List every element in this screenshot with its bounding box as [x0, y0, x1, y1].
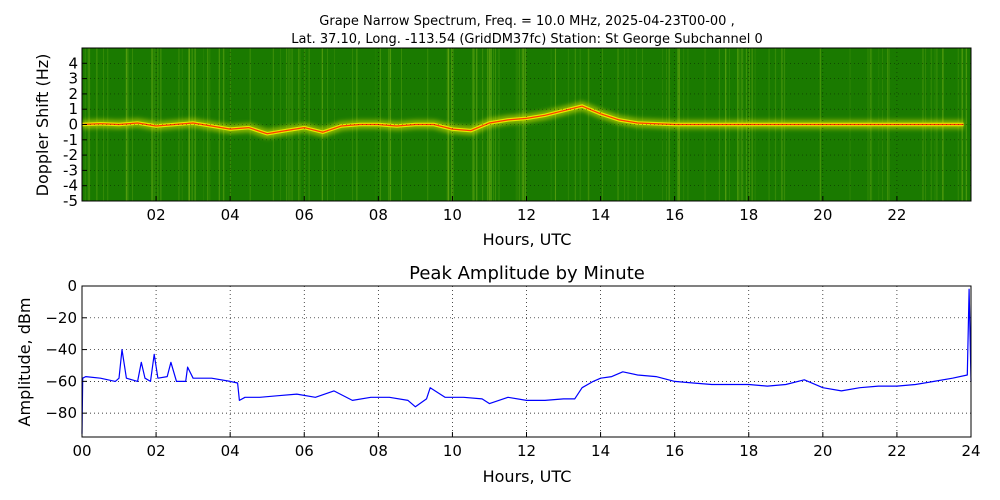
amplitude-y-tick-label: −80	[45, 404, 77, 422]
figure-title-line2: Lat. 37.10, Long. -113.54 (GridDM37fc) S…	[291, 32, 762, 47]
spectrogram-xlabel: Hours, UTC	[483, 230, 572, 249]
amplitude-x-tick-label: 24	[961, 442, 980, 460]
spectrogram-ylabel: Doppler Shift (Hz)	[33, 54, 52, 197]
amplitude-x-tick-label: 08	[369, 442, 388, 460]
amplitude-title: Peak Amplitude by Minute	[409, 263, 645, 284]
figure-title-line1: Grape Narrow Spectrum, Freq. = 10.0 MHz,…	[319, 14, 734, 29]
spectrogram-x-tick-label: 10	[443, 206, 462, 224]
spectrogram-x-tick-label: 06	[295, 206, 314, 224]
amplitude-ylabel: Amplitude, dBm	[15, 298, 34, 427]
spectrogram-y-tick-label: 2	[68, 85, 78, 103]
amplitude-chart: Peak Amplitude by Minute 00 02 04 06 08 10 12 1…	[15, 263, 981, 486]
amplitude-y-tick-label: −20	[45, 309, 77, 327]
spectrogram-x-tick-label: 02	[147, 206, 166, 224]
spectrogram-x-tick-label: 14	[591, 206, 610, 224]
spectrogram-y-tick-label: 0	[68, 116, 78, 134]
amplitude-x-tick-label: 02	[147, 442, 166, 460]
amplitude-x-tick-label: 00	[72, 442, 91, 460]
amplitude-x-tick-label: 10	[443, 442, 462, 460]
spectrogram-y-tick-label: -1	[63, 131, 78, 149]
amplitude-plot-area	[82, 286, 971, 437]
amplitude-x-tick-label: 22	[887, 442, 906, 460]
amplitude-x-tick-label: 16	[665, 442, 684, 460]
spectrogram-y-tick-label: -4	[63, 177, 78, 195]
spectrogram-y-tick-label: 4	[68, 54, 78, 72]
spectrogram-y-tick-label: -2	[63, 146, 78, 164]
spectrogram-y-tick-label: 3	[68, 70, 78, 88]
spectrogram-y-tick-label: -3	[63, 161, 78, 179]
amplitude-x-tick-label: 04	[221, 442, 240, 460]
spectrogram-x-tick-label: 22	[887, 206, 906, 224]
amplitude-xlabel: Hours, UTC	[483, 467, 572, 486]
amplitude-y-tick-label: −60	[45, 372, 77, 390]
spectrogram-x-tick-label: 04	[221, 206, 240, 224]
spectrogram-x-tick-label: 08	[369, 206, 388, 224]
spectrogram-y-tick-label: 1	[68, 100, 78, 118]
amplitude-y-tick-label: 0	[67, 277, 77, 295]
spectrogram-x-tick-label: 12	[517, 206, 536, 224]
amplitude-x-tick-label: 06	[295, 442, 314, 460]
amplitude-x-tick-label: 14	[591, 442, 610, 460]
amplitude-x-tick-label: 20	[813, 442, 832, 460]
amplitude-y-tick-label: −40	[45, 341, 77, 359]
spectrogram-x-tick-label: 18	[739, 206, 758, 224]
spectrogram-y-tick-label: -5	[63, 192, 78, 210]
spectrogram-x-tick-label: 16	[665, 206, 684, 224]
spectrogram-x-tick-label: 20	[813, 206, 832, 224]
amplitude-series-line	[81, 288, 972, 434]
amplitude-x-tick-label: 12	[517, 442, 536, 460]
amplitude-x-tick-label: 18	[739, 442, 758, 460]
